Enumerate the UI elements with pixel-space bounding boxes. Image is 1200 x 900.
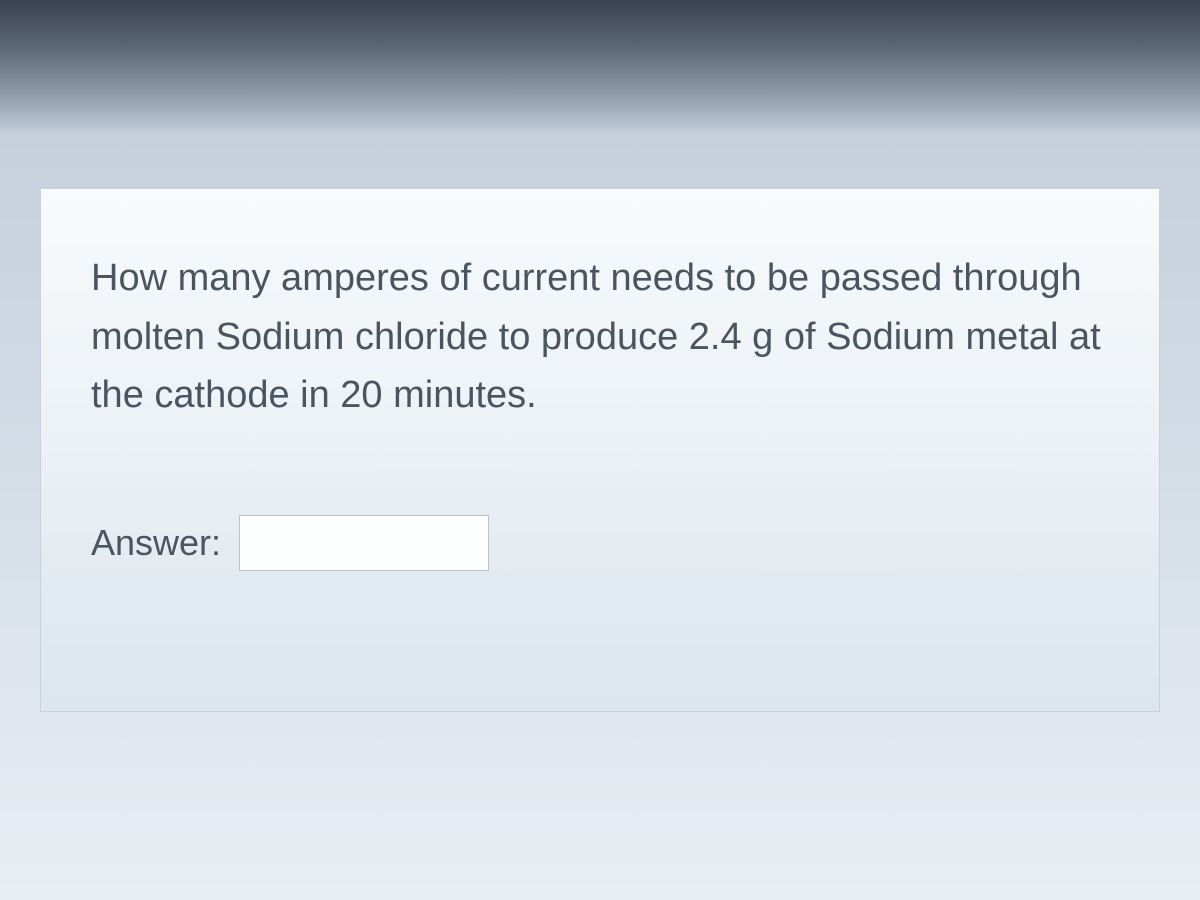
answer-label: Answer: bbox=[91, 522, 221, 564]
answer-input[interactable] bbox=[239, 515, 489, 571]
question-card: How many amperes of current needs to be … bbox=[40, 188, 1160, 713]
answer-row: Answer: bbox=[91, 515, 1109, 571]
question-text: How many amperes of current needs to be … bbox=[91, 249, 1109, 426]
